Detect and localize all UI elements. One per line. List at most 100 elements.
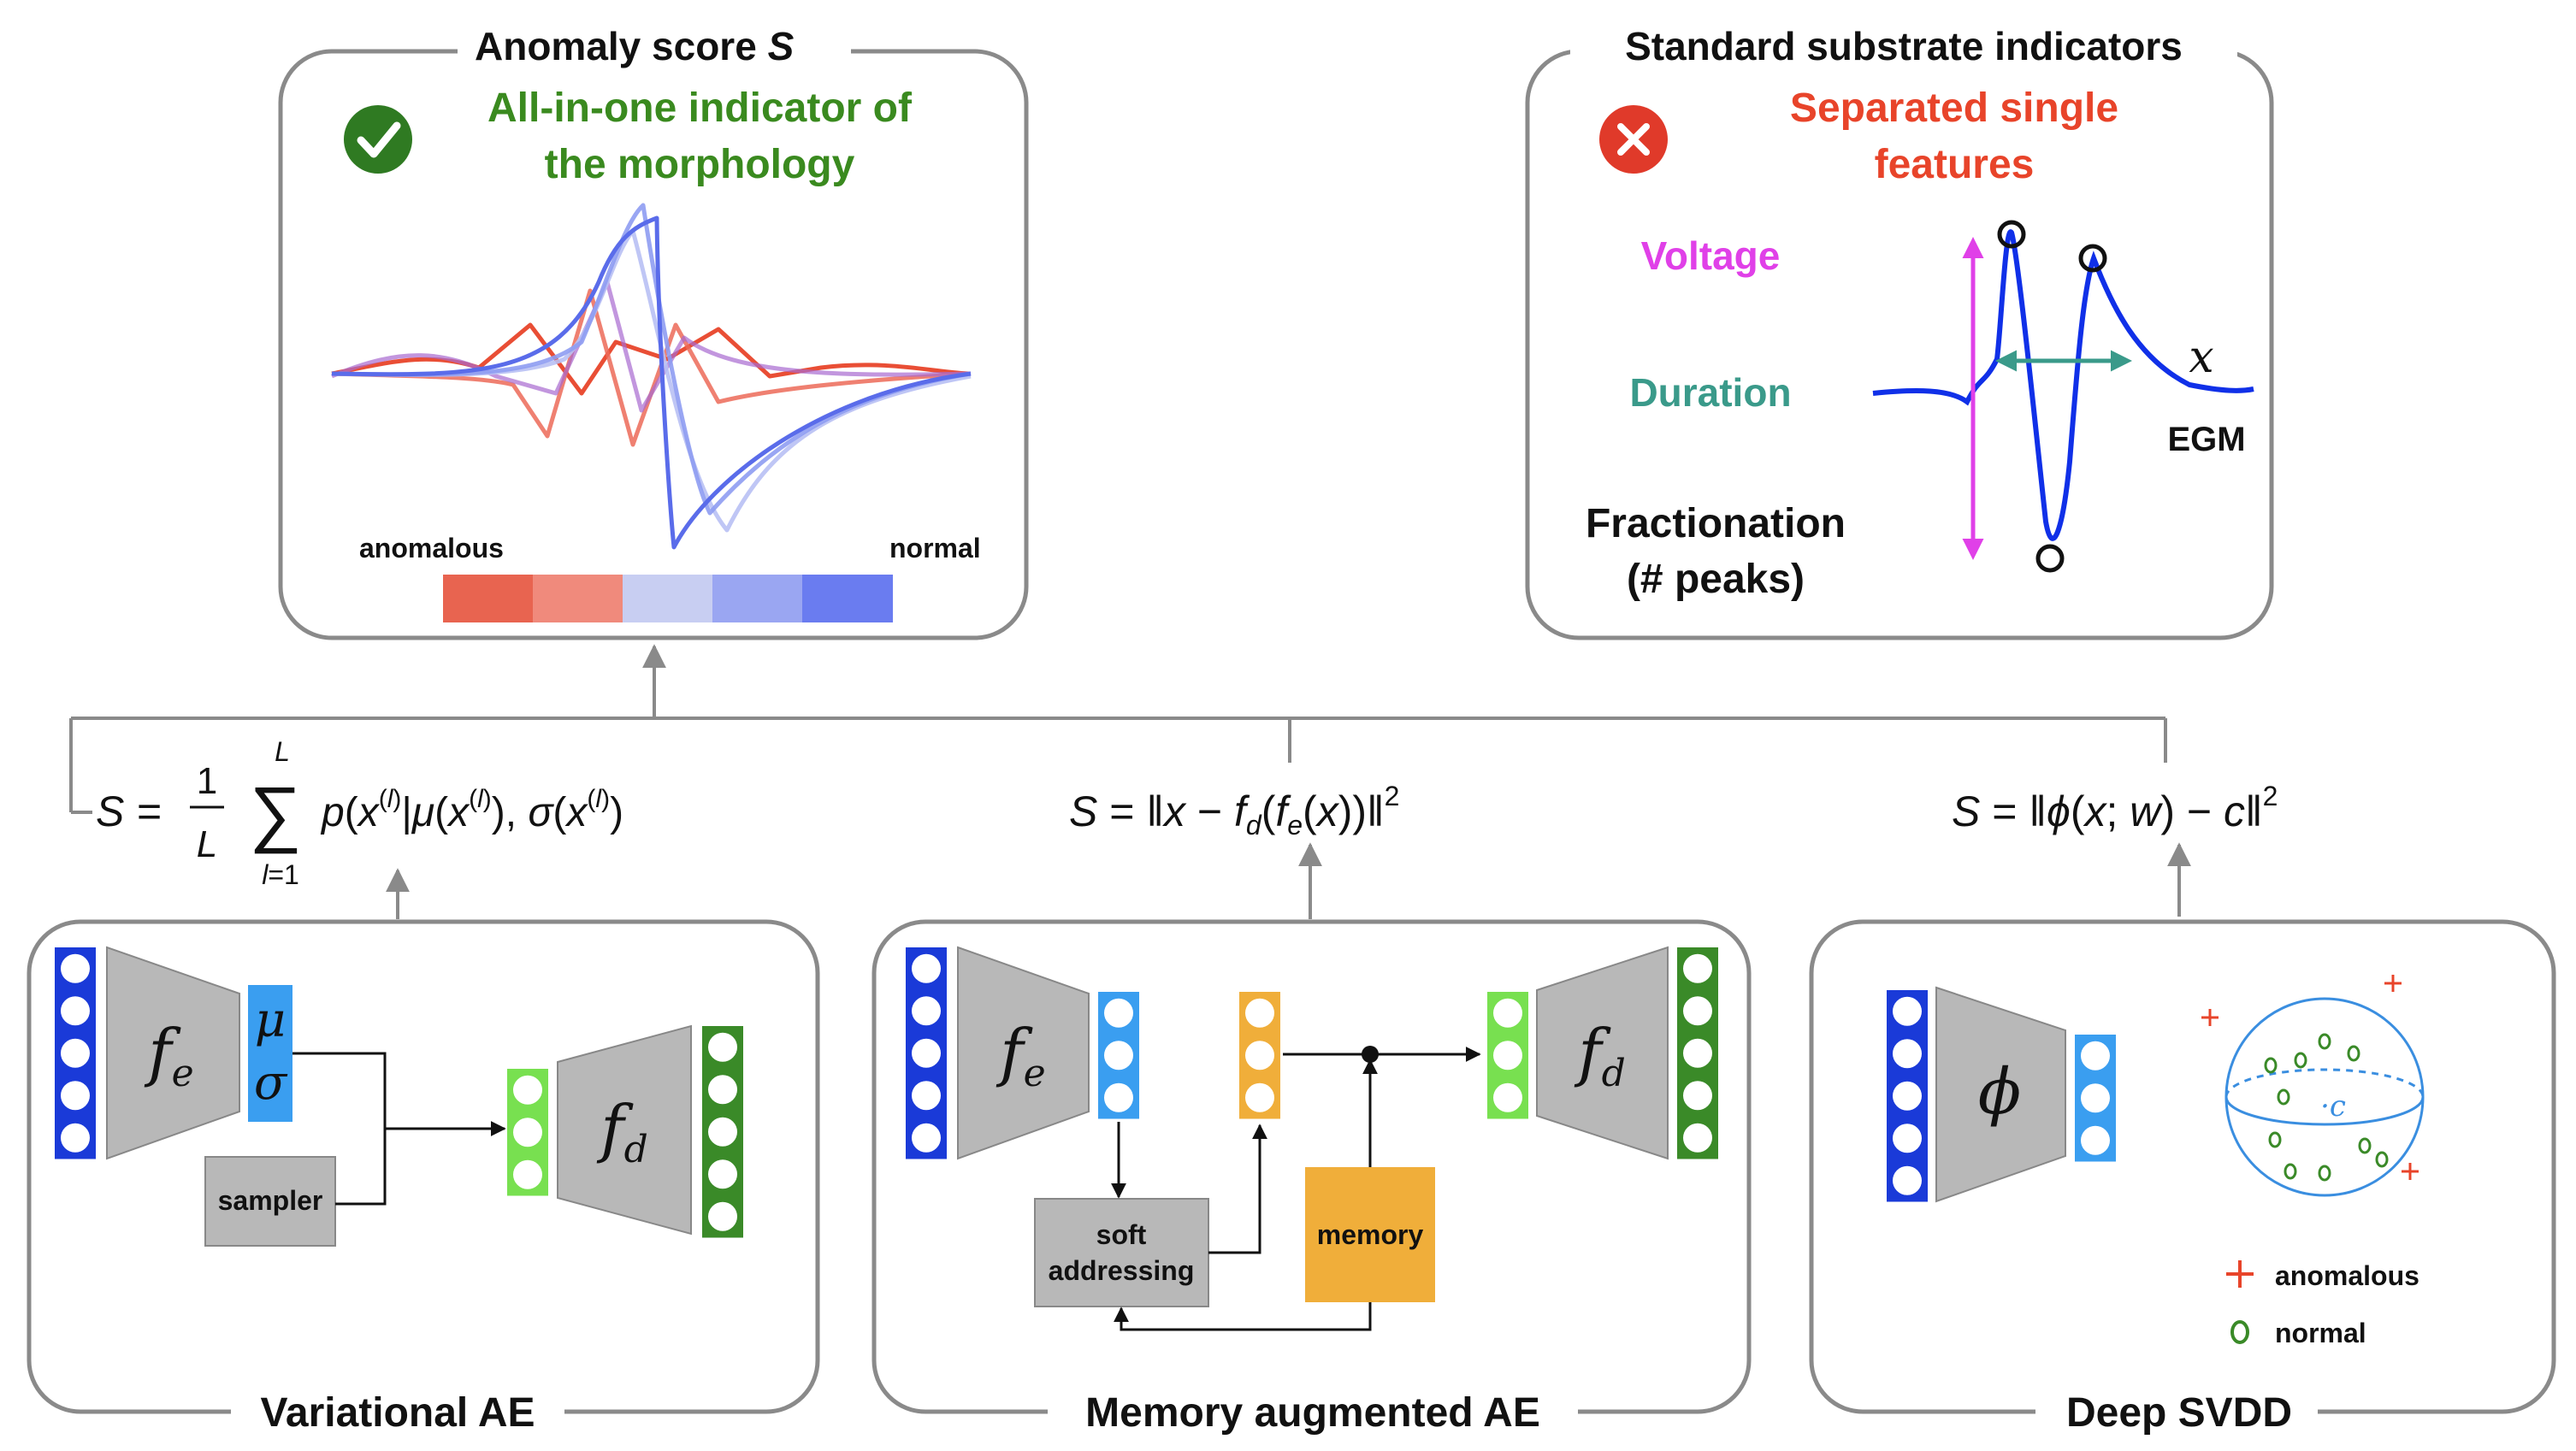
neuron — [1493, 1041, 1522, 1071]
neuron — [1683, 953, 1712, 983]
sampler-box — [204, 1156, 336, 1247]
standard-panel-title: Standard substrate indicators — [1625, 24, 2183, 68]
svg-text:p(x(l)|μ(x(l)), σ(x(l)): p(x(l)|μ(x(l)), σ(x(l)) — [320, 785, 623, 835]
waveform-anomalous-1 — [331, 322, 972, 396]
formula-memae: S = ‖x − fd(fe(x))‖2 — [1069, 781, 1399, 841]
neuron — [912, 996, 941, 1026]
x-circle-icon — [1599, 105, 1668, 174]
input-layer — [1887, 990, 1928, 1202]
sampler-label: sampler — [218, 1185, 323, 1216]
memory-label: memory — [1317, 1219, 1424, 1250]
color-scale — [443, 575, 893, 622]
anomalous-points — [2201, 975, 2419, 1180]
neuron — [61, 1038, 90, 1068]
hypersphere: ·c — [2224, 997, 2425, 1197]
fractionation-label-line2: (# peaks) — [1627, 557, 1805, 602]
normal-point — [2347, 1045, 2360, 1062]
neuron — [61, 1123, 90, 1153]
svg-text:L: L — [197, 823, 217, 865]
soft-addressing-line2: addressing — [1049, 1255, 1195, 1286]
neuron — [708, 1075, 737, 1105]
neuron — [1683, 1123, 1712, 1153]
scale-swatch — [533, 575, 623, 622]
morphology-waveforms — [331, 203, 972, 550]
neuron — [1683, 1081, 1712, 1111]
anomaly-panel-title: Anomaly score S — [475, 24, 795, 68]
encoder-trapezoid — [106, 946, 240, 1160]
egm-peak-marker — [1997, 220, 2026, 249]
svg-text:S = ‖ϕ(x; w) − c‖2: S = ‖ϕ(x; w) − c‖2 — [1952, 781, 2278, 835]
legend-normal-icon — [2230, 1320, 2249, 1344]
memory-ae-panel: Memory augmented AE fe soft addressing m… — [871, 919, 1752, 1445]
neuron — [1493, 998, 1522, 1028]
neuron — [708, 1117, 737, 1147]
anomalous-point — [2384, 975, 2402, 992]
encoder-trapezoid — [957, 946, 1090, 1160]
vae-arrows — [292, 1052, 506, 1206]
latent-mu-sigma — [248, 985, 292, 1122]
legend-normal-label: normal — [2275, 1318, 2366, 1348]
neuron — [1245, 998, 1274, 1028]
neuron — [2081, 1041, 2110, 1071]
mu-symbol: μ — [255, 993, 286, 1048]
formula-vae: S = 1 L ∑ L l=1 p(x(l)|μ(x(l)), σ(x(l)) — [96, 736, 623, 890]
normal-point — [2318, 1033, 2331, 1050]
neuron — [912, 1123, 941, 1153]
anomaly-headline-line1: All-in-one indicator of — [487, 86, 913, 131]
normal-point — [2268, 1131, 2282, 1148]
neuron — [61, 1081, 90, 1111]
normal-point — [2284, 1163, 2297, 1180]
memae-arrows — [1111, 1047, 1481, 1331]
voltage-label: Voltage — [1641, 233, 1781, 278]
egm-peak-marker — [2078, 244, 2107, 273]
neuron — [1493, 1082, 1522, 1112]
neuron — [1893, 1039, 1922, 1069]
memory-box — [1305, 1167, 1435, 1302]
neuron — [2081, 1125, 2110, 1155]
scale-swatch — [712, 575, 803, 622]
memory-read-layer — [1239, 992, 1280, 1119]
input-layer — [906, 947, 947, 1159]
normal-point — [2318, 1165, 2331, 1182]
output-layer — [1677, 947, 1718, 1159]
scale-right-label: normal — [889, 533, 981, 563]
normal-point — [2375, 1151, 2389, 1168]
encoded-layer — [1098, 992, 1139, 1119]
neuron — [1683, 996, 1712, 1026]
neuron — [513, 1118, 542, 1147]
neuron — [912, 953, 941, 983]
svdd-panel-title: Deep SVDD — [2066, 1390, 2292, 1436]
normal-point — [2264, 1057, 2278, 1074]
network-trapezoid — [1935, 986, 2066, 1203]
anomaly-score-panel: Anomaly score S All-in-one indicator of … — [278, 21, 1029, 640]
svdd-legend: anomalous normal — [2226, 1260, 2419, 1348]
normal-point — [2277, 1088, 2290, 1106]
svg-text:1: 1 — [197, 760, 217, 802]
egm-peak-marker — [2035, 544, 2065, 573]
neuron — [61, 953, 90, 983]
decoder-input-layer — [1487, 992, 1528, 1119]
svg-text:S = ‖x − fd(fe(x))‖2: S = ‖x − fd(fe(x))‖2 — [1069, 781, 1399, 841]
latent-layer — [507, 1069, 548, 1196]
svg-text:=: = — [137, 787, 162, 835]
anomalous-point — [2402, 1163, 2419, 1180]
variational-ae-panel: Variational AE fe μ σ sampler fd — [27, 919, 820, 1445]
soft-addressing-line1: soft — [1096, 1219, 1147, 1250]
scale-swatch — [802, 575, 893, 622]
scale-swatch — [443, 575, 534, 622]
connector-lines — [69, 644, 2191, 919]
soft-addressing-box — [1034, 1198, 1209, 1307]
deep-svdd-panel: Deep SVDD ϕ ·c anomalous normal — [1809, 919, 2556, 1445]
neuron — [1683, 1038, 1712, 1068]
standard-indicators-panel: Standard substrate indicators Separated … — [1525, 21, 2274, 640]
neuron — [1104, 1082, 1133, 1112]
egm-waveform — [1872, 229, 2254, 541]
svg-text:L: L — [275, 736, 290, 767]
center-label: ·c — [2320, 1089, 2346, 1124]
neuron — [1893, 1165, 1922, 1195]
merge-junction — [1362, 1046, 1379, 1063]
svg-text:∑: ∑ — [249, 772, 301, 854]
check-circle-icon — [344, 105, 412, 174]
neuron — [1104, 1041, 1133, 1071]
